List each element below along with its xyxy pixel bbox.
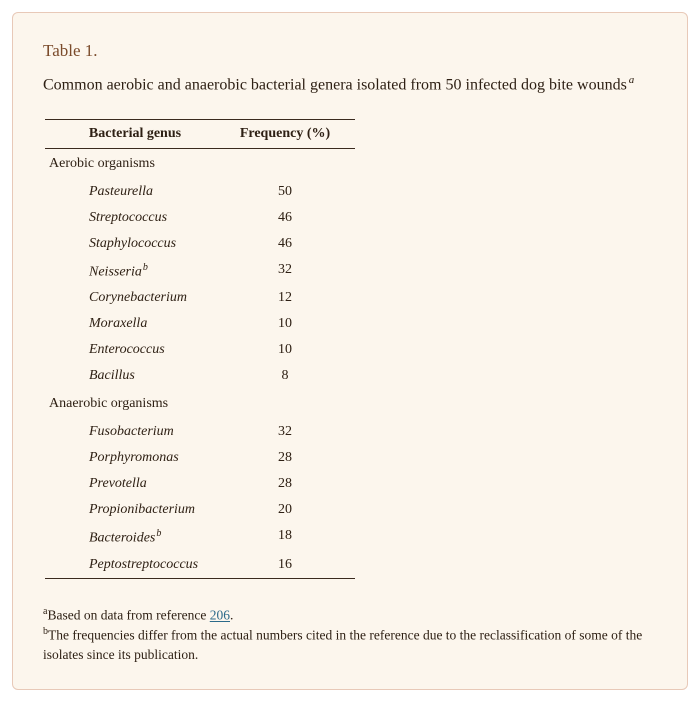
genus-cell: Bacillus [45, 368, 225, 384]
frequency-cell: 50 [225, 184, 345, 200]
genus-footnote-marker: b [142, 262, 148, 273]
footnote-a-post: . [230, 608, 233, 623]
genus-cell: Staphylococcus [45, 236, 225, 252]
footnote-b: bThe frequencies differ from the actual … [43, 625, 657, 665]
table-row: Staphylococcus46 [45, 231, 355, 257]
table-row: Neisseriab32 [45, 257, 355, 286]
frequency-cell: 32 [225, 262, 345, 281]
caption-text: Common aerobic and anaerobic bacterial g… [43, 76, 627, 93]
column-header-frequency: Frequency (%) [225, 126, 345, 142]
section-header: Anaerobic organisms [45, 389, 355, 419]
frequency-cell: 18 [225, 528, 345, 547]
data-table: Bacterial genus Frequency (%) Aerobic or… [45, 119, 355, 579]
genus-footnote-marker: b [155, 528, 161, 539]
table-row: Enterococcus10 [45, 337, 355, 363]
footnote-a-pre: Based on data from reference [47, 608, 209, 623]
table-caption: Common aerobic and anaerobic bacterial g… [43, 73, 657, 97]
table-row: Fusobacterium32 [45, 419, 355, 445]
frequency-cell: 32 [225, 424, 345, 440]
table-header-row: Bacterial genus Frequency (%) [45, 119, 355, 149]
genus-cell: Corynebacterium [45, 290, 225, 306]
frequency-cell: 16 [225, 557, 345, 573]
caption-footnote-marker: a [627, 74, 635, 86]
reference-link[interactable]: 206 [210, 608, 230, 623]
table-row: Propionibacterium20 [45, 497, 355, 523]
genus-cell: Porphyromonas [45, 450, 225, 466]
frequency-cell: 8 [225, 368, 345, 384]
table-row: Bacillus8 [45, 363, 355, 389]
genus-cell: Moraxella [45, 316, 225, 332]
frequency-cell: 46 [225, 236, 345, 252]
table-row: Prevotella28 [45, 471, 355, 497]
genus-cell: Neisseriab [45, 262, 225, 281]
frequency-cell: 20 [225, 502, 345, 518]
frequency-cell: 46 [225, 210, 345, 226]
table-row: Streptococcus46 [45, 205, 355, 231]
table-row: Peptostreptococcus16 [45, 552, 355, 579]
genus-cell: Pasteurella [45, 184, 225, 200]
table-label: Table 1. [43, 41, 657, 61]
table-body: Aerobic organismsPasteurella50Streptococ… [45, 149, 355, 579]
table-row: Bacteroidesb18 [45, 523, 355, 552]
frequency-cell: 28 [225, 476, 345, 492]
footnote-a: aBased on data from reference 206. [43, 605, 657, 625]
table-row: Corynebacterium12 [45, 285, 355, 311]
genus-cell: Peptostreptococcus [45, 557, 225, 573]
genus-cell: Fusobacterium [45, 424, 225, 440]
table-row: Moraxella10 [45, 311, 355, 337]
table-panel: Table 1. Common aerobic and anaerobic ba… [12, 12, 688, 690]
frequency-cell: 10 [225, 342, 345, 358]
genus-cell: Propionibacterium [45, 502, 225, 518]
table-row: Porphyromonas28 [45, 445, 355, 471]
genus-cell: Prevotella [45, 476, 225, 492]
genus-cell: Enterococcus [45, 342, 225, 358]
genus-cell: Streptococcus [45, 210, 225, 226]
section-header: Aerobic organisms [45, 149, 355, 179]
genus-cell: Bacteroidesb [45, 528, 225, 547]
frequency-cell: 10 [225, 316, 345, 332]
column-header-genus: Bacterial genus [45, 126, 225, 142]
frequency-cell: 12 [225, 290, 345, 306]
frequency-cell: 28 [225, 450, 345, 466]
footnotes: aBased on data from reference 206. bThe … [43, 605, 657, 665]
footnote-b-text: The frequencies differ from the actual n… [43, 628, 642, 663]
table-row: Pasteurella50 [45, 179, 355, 205]
